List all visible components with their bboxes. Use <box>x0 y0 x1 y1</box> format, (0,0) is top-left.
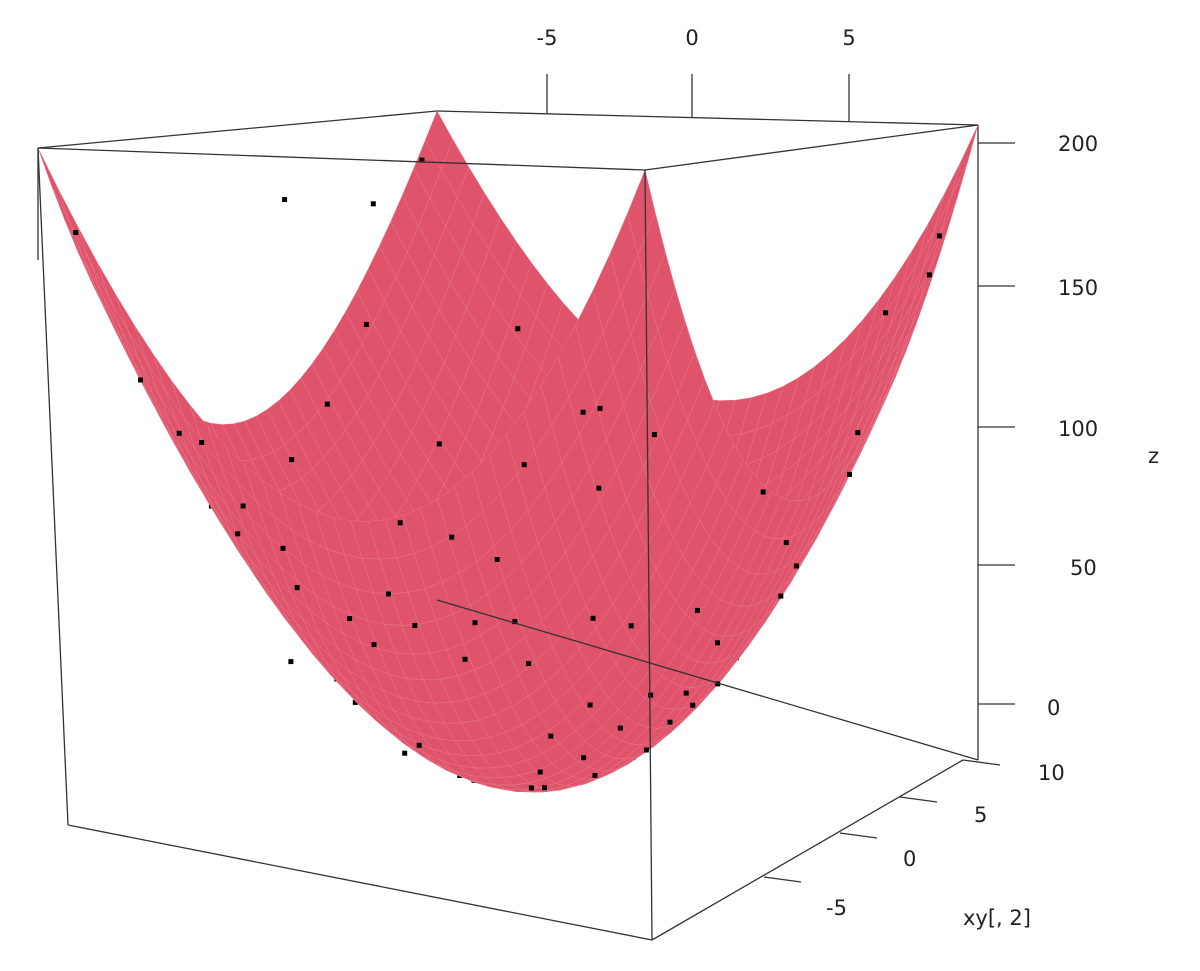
y-tick-label: 5 <box>974 803 987 827</box>
data-point <box>449 534 455 540</box>
z-tick-label: 200 <box>1058 132 1098 156</box>
data-point <box>282 197 288 202</box>
data-point <box>494 557 500 562</box>
data-point <box>526 661 532 667</box>
data-point <box>651 432 657 438</box>
x-tick-label: -5 <box>537 26 558 50</box>
z-tick-label: 100 <box>1058 417 1098 441</box>
data-point <box>176 430 182 436</box>
data-point <box>416 742 422 748</box>
z-tick-label: 50 <box>1070 556 1097 580</box>
surface-facet <box>950 124 979 199</box>
data-point <box>587 702 593 708</box>
bounding-box-front <box>37 124 979 941</box>
data-point <box>542 785 547 791</box>
surface-facet <box>70 224 104 296</box>
data-point <box>73 230 79 235</box>
surface-facet <box>51 185 85 259</box>
data-point <box>386 591 391 597</box>
data-point <box>690 702 696 708</box>
data-point <box>419 157 425 163</box>
data-point <box>288 659 294 665</box>
surface-facet <box>627 169 656 257</box>
data-point <box>370 201 376 207</box>
data-point <box>760 489 766 495</box>
data-point <box>294 585 300 591</box>
data-point <box>199 440 205 445</box>
data-point <box>347 616 353 621</box>
data-point <box>512 619 518 625</box>
data-point <box>643 747 649 753</box>
y-tick-label: -5 <box>826 896 847 920</box>
z-axis-ticks: 200 150 100 50 0 z <box>978 132 1159 720</box>
data-point <box>548 733 554 739</box>
data-point <box>521 462 527 468</box>
data-point <box>397 520 403 526</box>
surface-facet <box>76 224 110 298</box>
y-axis-ticks: 10 5 0 -5 xy[, 2] <box>763 759 1065 930</box>
data-point <box>617 725 623 731</box>
data-point <box>289 457 295 463</box>
data-point <box>515 326 521 332</box>
data-point <box>235 531 241 537</box>
data-point <box>371 642 377 648</box>
z-axis-label: z <box>1148 444 1159 468</box>
data-point <box>694 607 700 613</box>
data-point <box>926 272 932 278</box>
x-axis-ticks: -5 0 5 <box>537 26 856 121</box>
data-point <box>855 430 861 436</box>
data-point <box>715 681 721 687</box>
x-tick-label: 0 <box>685 26 698 50</box>
data-point <box>472 620 478 626</box>
data-point <box>715 640 720 646</box>
data-point <box>436 441 442 447</box>
surface-mesh <box>37 110 979 793</box>
data-point <box>793 563 799 569</box>
data-point <box>596 485 602 491</box>
data-point <box>667 719 673 725</box>
surface-facet <box>57 187 91 262</box>
scatter-points-front <box>73 157 942 791</box>
data-point <box>847 471 852 477</box>
data-point <box>778 593 784 599</box>
data-point <box>580 409 586 415</box>
data-point <box>324 401 330 407</box>
data-point <box>537 769 543 775</box>
data-point <box>648 692 654 698</box>
data-point <box>883 310 889 316</box>
z-tick-label: 0 <box>1047 696 1060 720</box>
y-tick-label: 10 <box>1038 761 1065 785</box>
z-tick-label: 150 <box>1058 276 1098 300</box>
data-point <box>412 623 418 628</box>
data-point <box>592 772 598 778</box>
data-point <box>138 377 143 383</box>
y-axis-label: xy[, 2] <box>963 906 1031 930</box>
data-point <box>462 656 468 662</box>
data-point <box>628 623 634 629</box>
data-point <box>280 545 286 551</box>
data-point <box>240 503 246 509</box>
data-point <box>783 540 789 546</box>
data-point <box>352 699 358 705</box>
surface-facet <box>37 147 72 225</box>
y-tick-label: 0 <box>903 847 916 871</box>
data-point <box>402 750 408 756</box>
data-point <box>363 322 369 327</box>
data-point <box>936 233 942 239</box>
data-point <box>683 690 689 696</box>
data-point <box>590 615 596 621</box>
data-point <box>528 785 534 791</box>
x-tick-label: 5 <box>842 26 855 50</box>
data-point <box>581 755 587 761</box>
data-point <box>597 405 603 411</box>
